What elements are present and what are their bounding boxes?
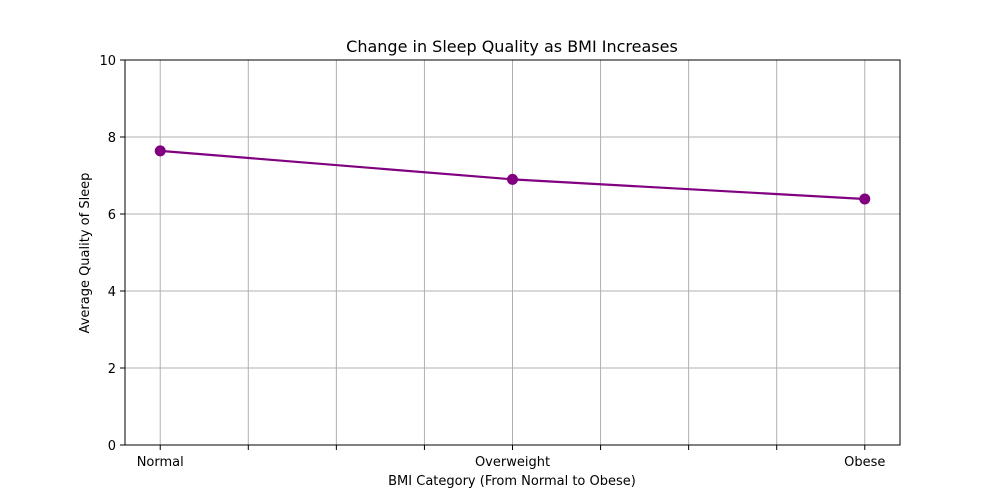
y-tick-label: 10 (99, 54, 116, 69)
series (154, 145, 871, 205)
x-axis-label: BMI Category (From Normal to Obese) (388, 474, 636, 489)
y-tick-label: 4 (108, 285, 116, 300)
y-axis-label: Average Quality of Sleep (78, 173, 93, 334)
x-tick-label: Normal (137, 455, 184, 470)
y-tick-label: 0 (108, 439, 116, 454)
data-point (507, 173, 518, 185)
data-point (154, 145, 166, 157)
x-tick-label: Overweight (475, 455, 550, 470)
chart-title: Change in Sleep Quality as BMI Increases (346, 37, 678, 56)
data-point (859, 193, 871, 205)
y-tick-label: 2 (108, 362, 116, 377)
y-axis: 0 2 4 6 8 10 (99, 54, 125, 454)
x-tick-label: Obese (844, 455, 885, 470)
y-tick-label: 6 (108, 208, 116, 223)
y-tick-label: 8 (108, 131, 116, 146)
x-axis: Normal Overweight Obese (137, 445, 885, 470)
